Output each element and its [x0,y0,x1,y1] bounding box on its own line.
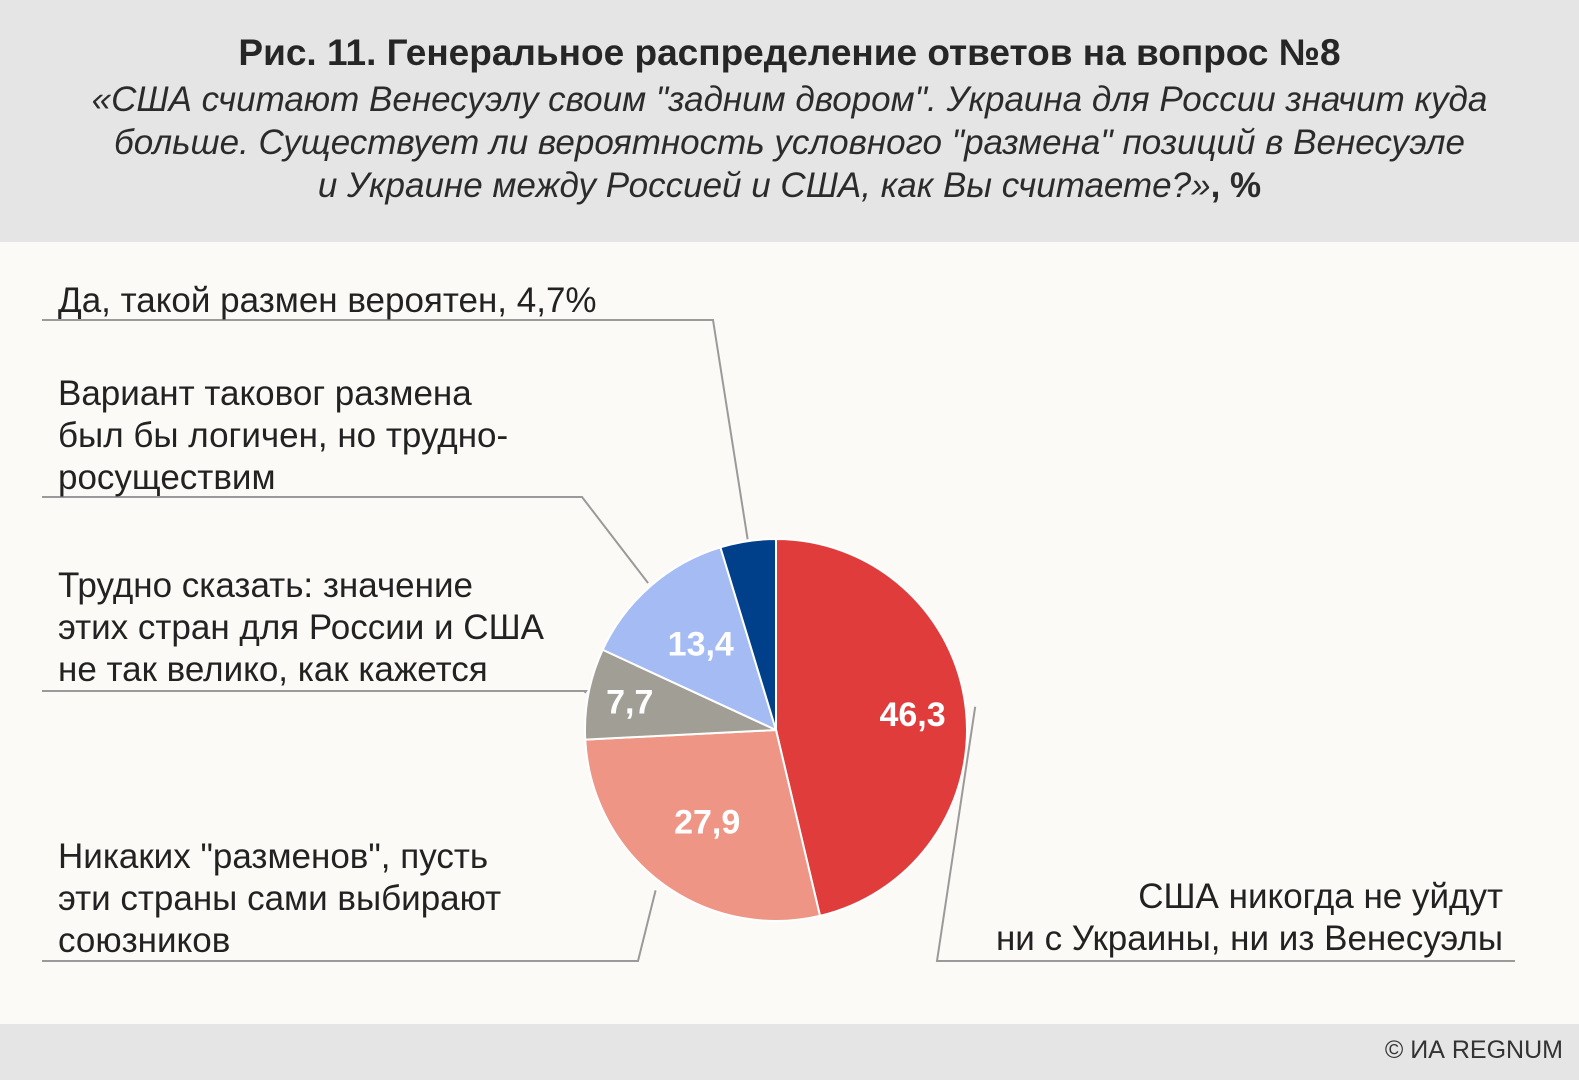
chart-question: «США считают Венесуэлу своим "задним дво… [60,78,1519,207]
leader-line-usa-never-leave [935,706,1515,962]
leader-line-logical-but-hard [42,496,649,584]
slice-usa-never-leave [775,537,968,918]
label-no-exchanges-line-1: Никаких "разменов", пусть [58,837,489,876]
label-no-exchanges-line-3: союзников [58,921,231,960]
label-no-exchanges: Никаких "разменов", пусть эти страны сам… [58,836,501,962]
header-band [0,0,1579,242]
label-hard-line-2: этих стран для России и США [58,608,545,647]
question-line-2: больше. Существует ли вероятность условн… [114,123,1465,162]
value-label-no-exchanges: 27,9 [674,804,740,842]
label-logical-line-2: был бы логичен, но трудно- [58,416,509,455]
label-yes-likely: Да, такой размен вероятен, 4,7% [58,280,597,322]
pie-slices [584,537,968,922]
unit-label: , % [1210,166,1262,205]
slice-logical-but-hard [601,546,778,732]
label-logical-line-1: Вариант таковог размена [58,374,472,413]
question-line-3-text: и Украине между Россией и США, как Вы сч… [317,166,1211,205]
slice-no-exchanges [584,728,822,922]
label-logical-line-3: росуществим [58,458,276,497]
chart-title: Рис. 11. Генеральное распределение ответ… [238,32,1341,73]
value-label-usa-never-leave: 46,3 [879,696,945,734]
leader-line-no-exchanges [42,890,657,962]
leader-line-hard-to-say [42,690,588,694]
leader-lines [42,319,1515,962]
label-hard-line-3: не так велико, как кажется [58,650,488,689]
value-labels: 46,3 27,9 7,7 13,4 [606,626,946,842]
credit-text: © ИА REGNUM [1384,1036,1563,1064]
slice-hard-to-say [584,648,777,741]
label-hard-line-1: Трудно сказать: значение [58,566,473,605]
label-logical-but-hard: Вариант таковог размена был бы логичен, … [58,373,508,499]
label-usa-line-2: ни с Украины, ни из Венесуэлы [995,919,1503,958]
value-label-hard-to-say: 7,7 [606,684,653,722]
label-no-exchanges-line-2: эти страны сами выбирают [58,879,502,918]
label-hard-to-say: Трудно сказать: значение этих стран для … [58,565,544,691]
value-label-logical-but-hard: 13,4 [668,626,734,664]
leader-line-yes-likely [42,319,749,540]
footer-band: © ИА REGNUM [0,1024,1579,1080]
label-usa-never-leave: США никогда не уйдут ни с Украины, ни из… [996,876,1503,960]
slice-yes-likely [719,537,777,731]
question-line-1: «США считают Венесуэлу своим "задним дво… [91,80,1488,119]
question-line-3: и Украине между Россией и США, как Вы сч… [60,164,1519,207]
label-yes-line-1: Да, такой размен вероятен, 4,7% [58,281,597,320]
label-usa-line-1: США никогда не уйдут [1138,877,1503,916]
